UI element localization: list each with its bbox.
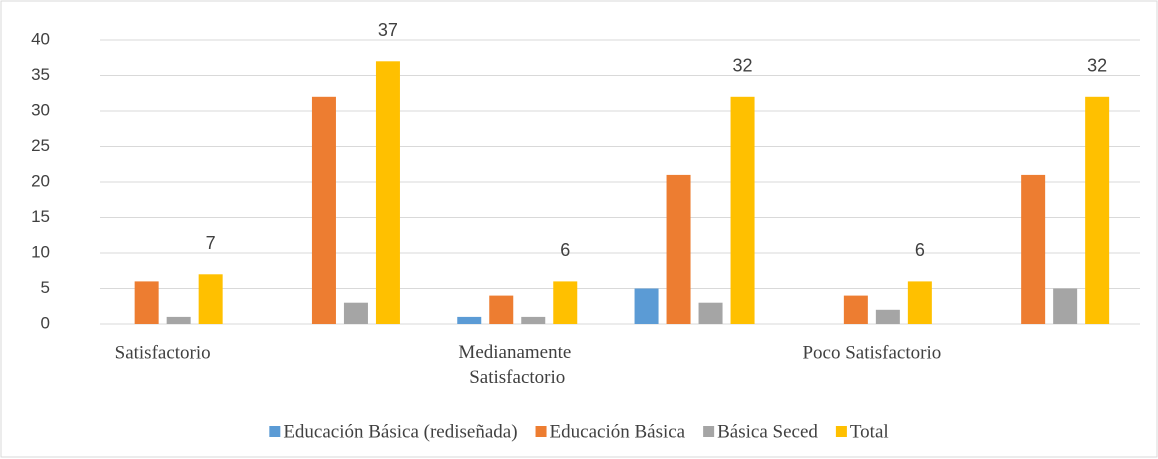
data-label: 32 (733, 56, 753, 76)
legend-swatch (535, 426, 547, 437)
y-tick-label: 30 (31, 100, 50, 119)
bar (166, 316, 191, 324)
data-label: 37 (378, 20, 398, 40)
legend-swatch (269, 426, 281, 437)
bar (311, 96, 336, 324)
y-tick-label: 0 (41, 313, 50, 332)
bar (1021, 174, 1046, 324)
x-tick-label: Poco Satisfactorio (802, 342, 941, 363)
legend-item: Educación Básica (535, 421, 686, 442)
bar (343, 302, 368, 324)
bar (666, 174, 691, 324)
bar (843, 295, 868, 324)
legend-label: Educación Básica (rediseñada) (283, 421, 517, 442)
bar (698, 302, 723, 324)
x-tick-label: Satisfactorio (115, 342, 211, 363)
bar (198, 274, 223, 324)
legend-label: Educación Básica (550, 421, 686, 442)
y-tick-label: 25 (31, 136, 50, 155)
legend-item: Básica Seced (703, 421, 818, 442)
y-tick-label: 40 (31, 29, 50, 48)
legend-swatch (703, 426, 715, 437)
data-label: 7 (206, 233, 216, 253)
y-tick-label: 10 (31, 242, 50, 261)
bar (875, 309, 900, 324)
y-tick-label: 15 (31, 207, 50, 226)
legend-label: Básica Seced (717, 421, 818, 442)
data-label: 32 (1087, 56, 1107, 76)
x-tick-label: Medianamente Satisfactorio (458, 342, 576, 388)
bar (1085, 96, 1110, 324)
bar (457, 316, 482, 324)
legend-swatch (835, 426, 847, 437)
x-tick-line: Satisfactorio (469, 367, 565, 388)
bar (907, 281, 932, 324)
bar (134, 281, 159, 324)
legend-label: Total (850, 421, 889, 442)
y-tick-label: 20 (31, 171, 50, 190)
bar (521, 316, 546, 324)
bar (553, 281, 578, 324)
bar (375, 61, 400, 325)
bar (1053, 288, 1078, 324)
legend-item: Educación Básica (rediseñada) (269, 421, 518, 442)
y-tick-label: 5 (41, 278, 50, 297)
data-label: 6 (560, 240, 570, 260)
data-label: 6 (915, 240, 925, 260)
bar (489, 295, 514, 324)
bar (730, 96, 755, 324)
legend-item: Total (835, 421, 889, 442)
x-tick-line: Medianamente (458, 342, 576, 363)
bar (634, 288, 659, 324)
y-tick-label: 35 (31, 65, 50, 84)
